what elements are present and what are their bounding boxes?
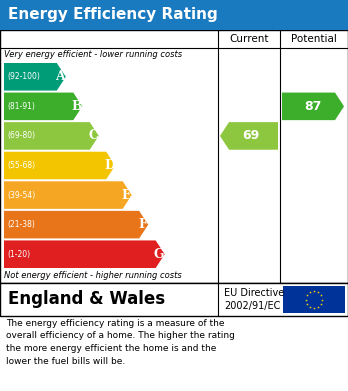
Text: 87: 87 <box>304 100 322 113</box>
Text: Potential: Potential <box>291 34 337 44</box>
Polygon shape <box>4 240 165 268</box>
Polygon shape <box>282 93 344 120</box>
Text: (81-91): (81-91) <box>7 102 35 111</box>
Text: (21-38): (21-38) <box>7 220 35 229</box>
Polygon shape <box>220 122 278 150</box>
Text: (69-80): (69-80) <box>7 131 35 140</box>
Text: F: F <box>138 218 147 231</box>
Text: A: A <box>55 70 65 83</box>
Text: B: B <box>71 100 82 113</box>
Text: Not energy efficient - higher running costs: Not energy efficient - higher running co… <box>4 271 182 280</box>
Polygon shape <box>4 152 115 179</box>
Text: E: E <box>121 188 131 202</box>
Text: Current: Current <box>229 34 269 44</box>
Text: C: C <box>88 129 98 142</box>
Text: 69: 69 <box>242 129 260 142</box>
Polygon shape <box>4 181 132 209</box>
Bar <box>0 0 348 30</box>
Text: EU Directive
2002/91/EC: EU Directive 2002/91/EC <box>224 288 284 311</box>
Text: The energy efficiency rating is a measure of the
overall efficiency of a home. T: The energy efficiency rating is a measur… <box>6 319 235 366</box>
Bar <box>0 283 348 316</box>
Text: (1-20): (1-20) <box>7 250 30 259</box>
Text: G: G <box>154 248 165 261</box>
Text: (55-68): (55-68) <box>7 161 35 170</box>
Text: England & Wales: England & Wales <box>8 291 165 308</box>
Text: D: D <box>104 159 115 172</box>
Text: Very energy efficient - lower running costs: Very energy efficient - lower running co… <box>4 50 182 59</box>
Bar <box>283 286 345 313</box>
Polygon shape <box>4 63 66 91</box>
Text: Energy Efficiency Rating: Energy Efficiency Rating <box>8 7 218 23</box>
Bar <box>0 30 348 283</box>
Polygon shape <box>4 211 148 239</box>
Polygon shape <box>4 122 99 150</box>
Polygon shape <box>4 93 82 120</box>
Text: (92-100): (92-100) <box>7 72 40 81</box>
Text: (39-54): (39-54) <box>7 190 35 199</box>
